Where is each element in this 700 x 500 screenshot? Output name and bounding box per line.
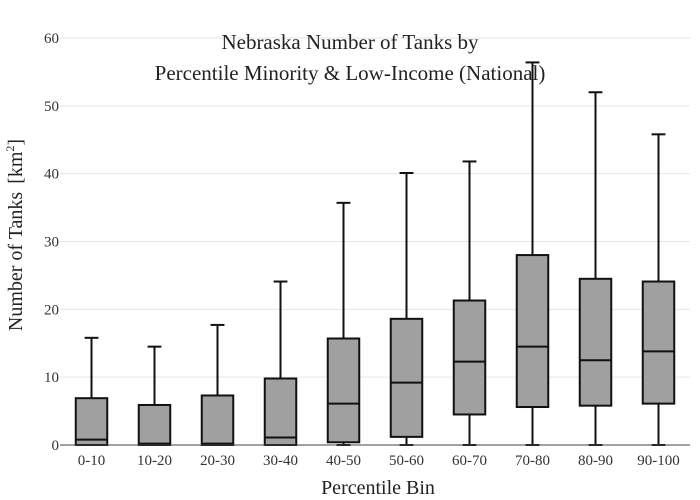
x-tick-label: 20-30 bbox=[200, 453, 235, 469]
box-iqr bbox=[200, 394, 235, 446]
box-0-10 bbox=[74, 336, 109, 447]
y-axis-ticks: 0 10 20 30 40 50 60 bbox=[44, 31, 59, 454]
x-tick-label: 80-90 bbox=[578, 453, 613, 469]
box-10-20 bbox=[137, 345, 172, 446]
x-axis-ticks: 0-10 10-20 20-30 30-40 40-50 50-60 60-70 70-80 8… bbox=[78, 453, 680, 469]
box-iqr bbox=[452, 299, 487, 416]
x-tick-label: 90-100 bbox=[637, 453, 680, 469]
x-tick-label: 70-80 bbox=[515, 453, 550, 469]
y-tick-label: 20 bbox=[44, 302, 59, 318]
x-tick-label: 0-10 bbox=[78, 453, 106, 469]
chart-title-line-1: Nebraska Number of Tanks by bbox=[221, 30, 479, 54]
x-axis-title: Percentile Bin bbox=[321, 477, 435, 499]
box-iqr bbox=[137, 403, 172, 446]
box-30-40 bbox=[263, 280, 298, 447]
box-60-70 bbox=[452, 160, 487, 446]
x-tick-label: 50-60 bbox=[389, 453, 424, 469]
box-70-80 bbox=[515, 61, 550, 446]
box-iqr bbox=[515, 254, 550, 409]
box-iqr bbox=[641, 280, 676, 405]
y-tick-label: 60 bbox=[44, 31, 59, 47]
x-tick-label: 60-70 bbox=[452, 453, 487, 469]
y-axis-unit-superscript: 2 bbox=[3, 146, 17, 152]
y-axis-unit-base: [km bbox=[5, 151, 27, 184]
y-axis-unit-end: ] bbox=[5, 139, 27, 146]
x-tick-label: 30-40 bbox=[263, 453, 298, 469]
box-iqr bbox=[263, 377, 298, 447]
y-tick-label: 10 bbox=[44, 370, 59, 386]
box-50-60 bbox=[389, 171, 424, 446]
y-tick-label: 50 bbox=[44, 99, 59, 115]
chart-title-line-2: Percentile Minority & Low-Income (Nation… bbox=[155, 61, 546, 85]
box-iqr bbox=[74, 397, 109, 447]
box-20-30 bbox=[200, 323, 235, 446]
box-iqr bbox=[326, 337, 361, 444]
y-tick-label: 40 bbox=[44, 167, 59, 183]
box-80-90 bbox=[578, 91, 613, 446]
y-axis-title-text: Number of Tanks bbox=[5, 192, 27, 332]
box-iqr bbox=[578, 277, 613, 407]
box-iqr bbox=[389, 317, 424, 438]
y-tick-label: 0 bbox=[52, 438, 60, 454]
box-90-100 bbox=[641, 133, 676, 446]
box-40-50 bbox=[326, 201, 361, 446]
box-series bbox=[74, 61, 676, 447]
y-axis-title: Number of Tanks [km2] bbox=[3, 139, 27, 331]
x-tick-label: 10-20 bbox=[137, 453, 172, 469]
y-tick-label: 30 bbox=[44, 235, 59, 251]
x-tick-label: 40-50 bbox=[326, 453, 361, 469]
